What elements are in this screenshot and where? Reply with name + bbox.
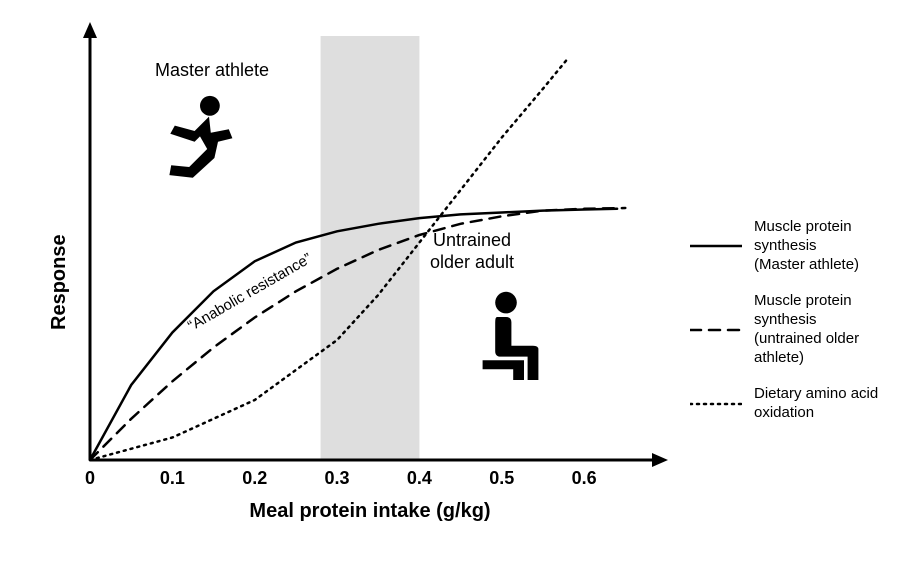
x-tick-label: 0.5 bbox=[489, 468, 514, 489]
legend-text: Dietary amino acid bbox=[754, 385, 910, 404]
annotation-untrained-line2: older adult bbox=[430, 252, 514, 274]
legend-text: oxidation bbox=[754, 404, 910, 423]
x-tick-label: 0.3 bbox=[325, 468, 350, 489]
annotation-untrained-older-adult: Untrained older adult bbox=[430, 230, 514, 273]
legend: Muscle protein synthesis (Master athlete… bbox=[690, 218, 910, 441]
legend-item-untrained: Muscle protein synthesis (untrained olde… bbox=[690, 292, 910, 367]
legend-swatch-dashed bbox=[690, 321, 742, 339]
annotation-untrained-line1: Untrained bbox=[430, 230, 514, 252]
x-tick-label: 0.6 bbox=[572, 468, 597, 489]
legend-text: Muscle protein synthesis bbox=[754, 218, 910, 256]
legend-text: Muscle protein synthesis bbox=[754, 292, 910, 330]
x-axis-label: Meal protein intake (g/kg) bbox=[180, 500, 560, 523]
x-tick-label: 0 bbox=[85, 468, 95, 489]
chart-canvas: Response Meal protein intake (g/kg) 0 0.1… bbox=[0, 0, 916, 572]
x-tick-label: 0.2 bbox=[242, 468, 267, 489]
x-tick-label: 0.4 bbox=[407, 468, 432, 489]
annotation-master-athlete: Master athlete bbox=[155, 60, 269, 81]
legend-item-oxidation: Dietary amino acid oxidation bbox=[690, 385, 910, 423]
legend-item-master: Muscle protein synthesis (Master athlete… bbox=[690, 218, 910, 274]
legend-swatch-dotted bbox=[690, 395, 742, 413]
legend-text: (Master athlete) bbox=[754, 256, 910, 275]
legend-text: (untrained older athlete) bbox=[754, 330, 910, 368]
x-tick-label: 0.1 bbox=[160, 468, 185, 489]
y-axis-label: Response bbox=[48, 234, 71, 330]
legend-swatch-solid bbox=[690, 237, 742, 255]
